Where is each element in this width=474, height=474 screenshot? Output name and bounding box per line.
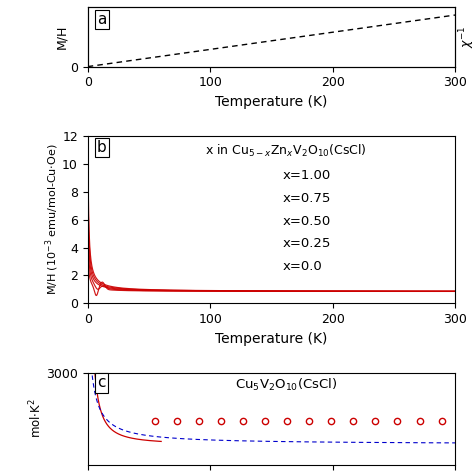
Text: c: c	[97, 375, 105, 390]
Y-axis label: M/H (10$^{-3}$ emu/mol-Cu$\cdot$Oe): M/H (10$^{-3}$ emu/mol-Cu$\cdot$Oe)	[43, 144, 61, 295]
X-axis label: Temperature (K): Temperature (K)	[215, 332, 328, 346]
Text: x in Cu$_{5-x}$Zn$_x$V$_2$O$_{10}$(CsCl): x in Cu$_{5-x}$Zn$_x$V$_2$O$_{10}$(CsCl)	[205, 143, 367, 159]
Text: x=0.75: x=0.75	[283, 192, 331, 205]
Text: x=0.0: x=0.0	[283, 260, 322, 273]
Y-axis label: M/H: M/H	[55, 25, 69, 49]
Text: a: a	[97, 12, 106, 27]
X-axis label: Temperature (K): Temperature (K)	[215, 95, 328, 109]
Text: x=0.25: x=0.25	[283, 237, 331, 250]
Text: b: b	[97, 140, 107, 155]
Y-axis label: mol$\cdot$K$^2$: mol$\cdot$K$^2$	[28, 399, 45, 438]
Text: Cu$_5$V$_2$O$_{10}$(CsCl): Cu$_5$V$_2$O$_{10}$(CsCl)	[235, 377, 337, 393]
Text: x=0.50: x=0.50	[283, 215, 331, 228]
Text: x=1.00: x=1.00	[283, 169, 331, 182]
Y-axis label: $\chi^{-1}$: $\chi^{-1}$	[458, 26, 474, 48]
